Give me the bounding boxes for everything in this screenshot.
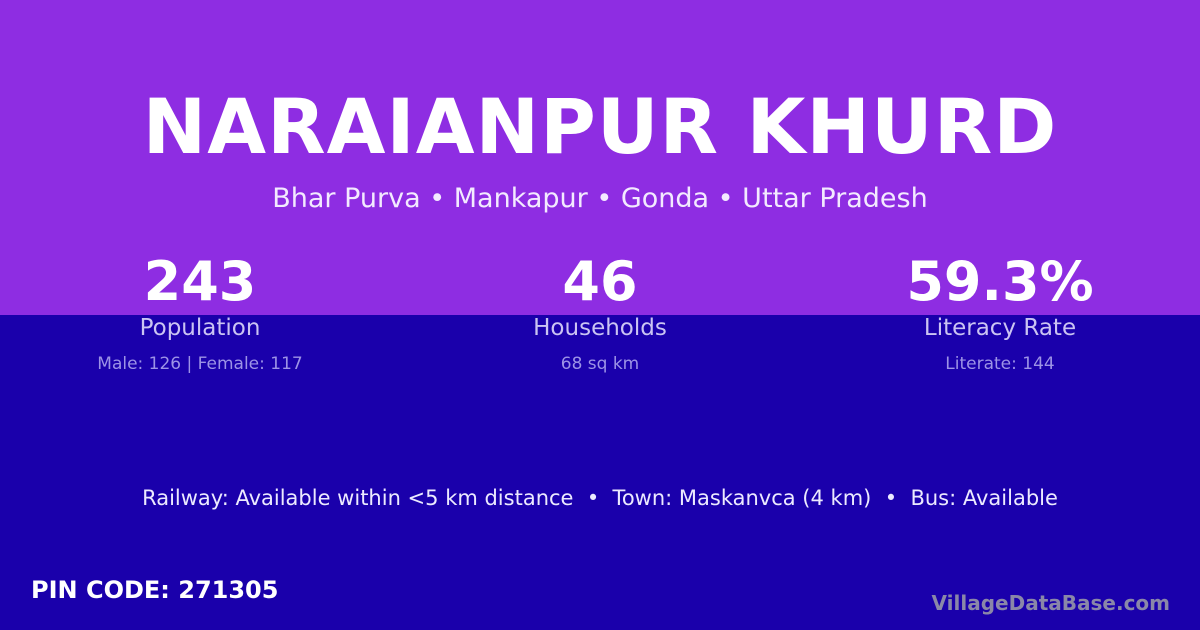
location-breadcrumb: Bhar Purva • Mankapur • Gonda • Uttar Pr… xyxy=(272,183,928,214)
stat-label: Literacy Rate xyxy=(923,315,1077,341)
brand-watermark: VillageDataBase.com xyxy=(931,591,1170,615)
stat-detail: Literate: 144 xyxy=(945,354,1055,374)
stat-value: 243 xyxy=(143,250,257,313)
pin-code: PIN CODE: 271305 xyxy=(31,576,279,604)
village-title: NARAIANPUR KHURD xyxy=(142,82,1058,171)
stat-value: 59.3% xyxy=(906,250,1094,313)
stat-value: 46 xyxy=(562,250,638,313)
header-band xyxy=(0,0,1200,315)
stat-label: Population xyxy=(139,315,261,341)
stat-detail: Male: 126 | Female: 117 xyxy=(97,354,303,374)
stat-detail: 68 sq km xyxy=(560,354,640,374)
stat-label: Households xyxy=(533,315,667,341)
amenities-line: Railway: Available within <5 km distance… xyxy=(142,486,1058,510)
